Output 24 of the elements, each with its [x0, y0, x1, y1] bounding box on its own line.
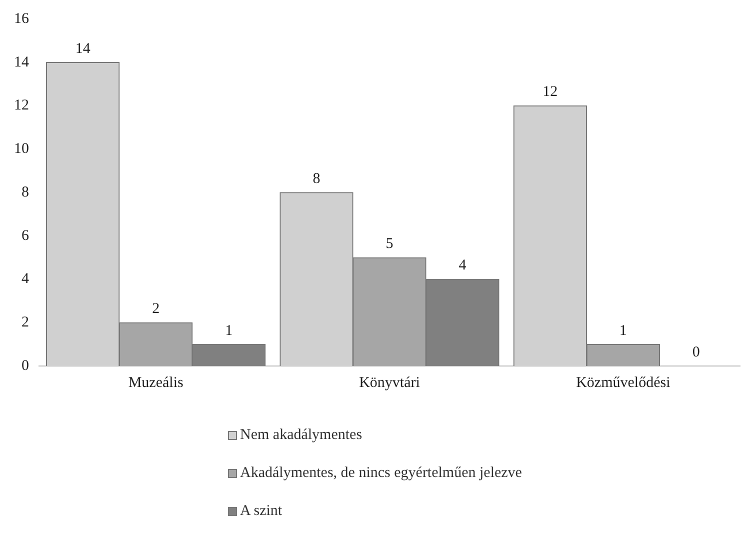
y-tick-label: 10 — [14, 141, 29, 158]
data-label: 1 — [619, 322, 627, 339]
y-tick-label: 14 — [14, 54, 30, 70]
data-label: 5 — [386, 236, 394, 252]
x-tick-label: Muzeális — [128, 374, 184, 391]
data-label: 8 — [312, 170, 320, 187]
data-label: 0 — [692, 344, 700, 360]
legend-label: A szint — [240, 502, 282, 520]
y-tick-label: 0 — [22, 358, 29, 374]
x-tick-label: Közművelődési — [576, 374, 670, 391]
data-label: 14 — [75, 40, 91, 57]
data-label: 12 — [542, 84, 558, 100]
x-tick-label: Könyvtári — [359, 374, 420, 391]
legend-label: Akadálymentes, de nincs egyértelműen jelezve — [240, 464, 522, 482]
y-tick-label: 4 — [22, 271, 30, 288]
y-tick-label: 8 — [22, 184, 29, 200]
y-tick-label: 16 — [14, 10, 30, 27]
data-label: 4 — [458, 258, 467, 274]
data-label: 1 — [225, 322, 233, 339]
y-tick-label: 2 — [22, 314, 29, 331]
legend-label: Nem akadálymentes — [240, 426, 362, 444]
y-tick-label: 6 — [22, 228, 30, 244]
y-tick-label: 12 — [14, 98, 29, 114]
data-label: 2 — [152, 301, 160, 318]
